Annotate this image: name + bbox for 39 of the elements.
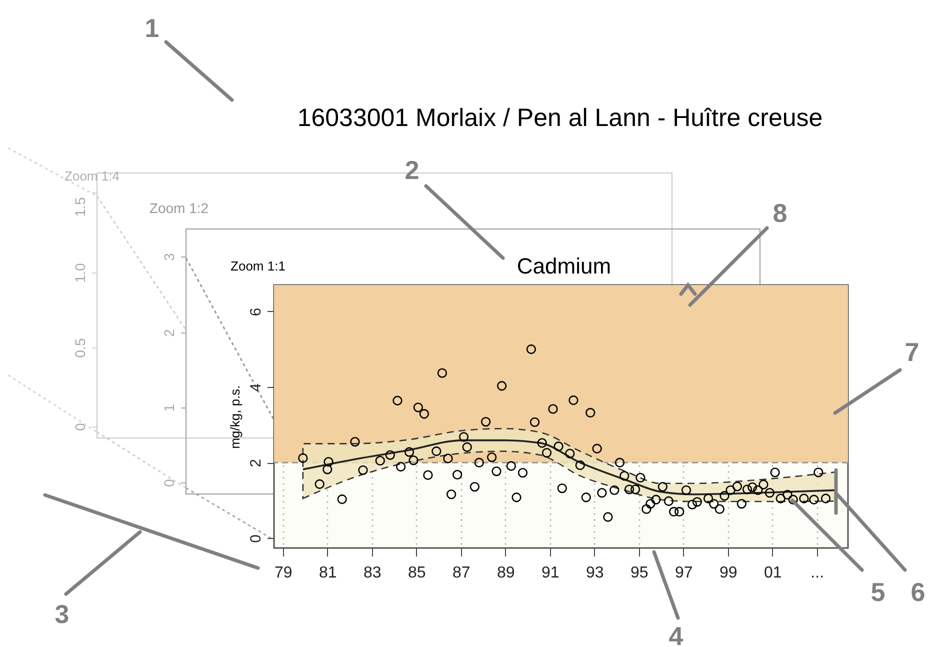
chart-title: 16033001 Morlaix / Pen al Lann - Huître creuse	[297, 104, 823, 132]
y-axis-title: mg/kg, p.s.	[228, 385, 242, 449]
text: 1	[161, 404, 177, 412]
text: 1.0	[72, 263, 88, 283]
text: 7	[904, 337, 920, 367]
x-tick-label: 93	[586, 564, 604, 582]
text: 0	[161, 478, 177, 487]
x-tick-label: 79	[274, 564, 292, 582]
text: 2	[404, 155, 420, 185]
x-tick-label: 89	[496, 564, 515, 582]
y-tick-label: 4	[248, 383, 264, 392]
x-tick-label: 85	[408, 564, 426, 582]
text: 3	[54, 599, 70, 629]
text: 0	[72, 422, 88, 431]
x-tick-label: 01	[764, 564, 782, 582]
text: 2	[161, 328, 177, 337]
x-tick-label: 95	[630, 564, 648, 582]
annotation: 6	[910, 577, 926, 607]
y-tick-label: 2	[248, 458, 264, 468]
text: 1	[144, 13, 160, 43]
text: Zoom 1:2	[149, 200, 209, 216]
y-tick-label: 6	[248, 308, 264, 316]
text: 0.5	[72, 338, 88, 358]
x-tick-label: 99	[719, 564, 738, 582]
text: 3	[161, 252, 177, 261]
x-tick-label: ...	[810, 564, 824, 582]
x-tick-label: 83	[363, 564, 382, 582]
x-tick-label: 91	[541, 564, 560, 582]
text: Zoom 1:4	[64, 168, 120, 184]
text: 8	[772, 198, 788, 228]
text: Zoom 1:1	[230, 258, 286, 274]
x-tick-label: 97	[674, 564, 693, 582]
text: 4	[668, 621, 684, 647]
text: 1.5	[72, 197, 88, 217]
x-tick-label: 87	[452, 564, 470, 582]
y-tick-label: 0	[248, 534, 264, 543]
chart-subtitle: Cadmium	[516, 254, 612, 278]
x-tick-label: 81	[318, 564, 337, 582]
annotation: 5	[870, 577, 886, 607]
